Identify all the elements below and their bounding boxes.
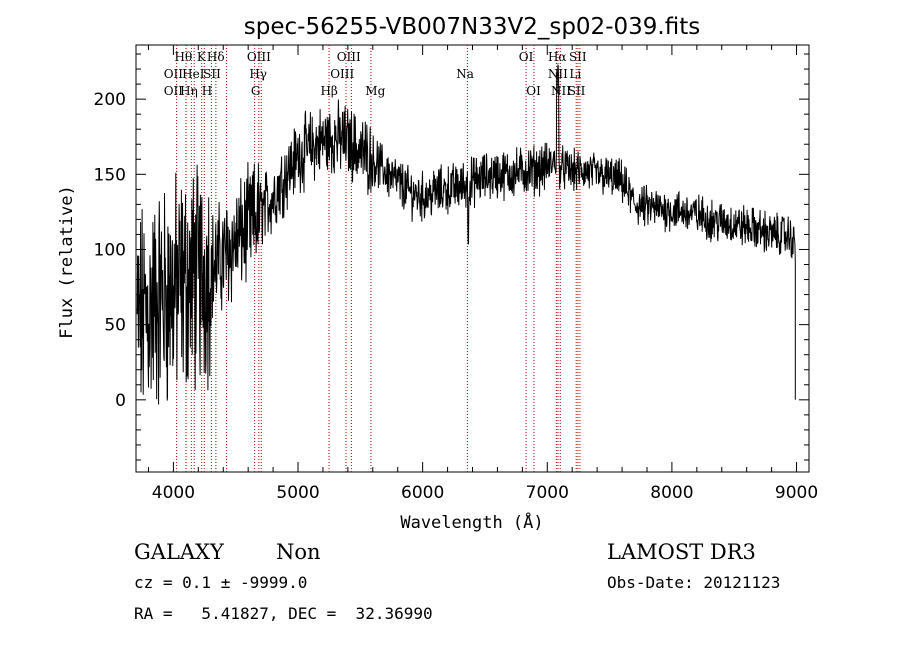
spectral-line-label: K xyxy=(197,50,207,64)
spectral-line-label: HeI xyxy=(182,67,205,81)
y-axis-label: Flux (relative) xyxy=(57,185,77,339)
chart-title: spec-56255-VB007N33V2_sp02-039.fits xyxy=(244,14,700,40)
y-tick-label: 0 xyxy=(115,391,126,411)
spectral-line-label: Li xyxy=(569,67,581,81)
x-tick-label: 7000 xyxy=(526,483,569,503)
y-tick-label: 50 xyxy=(104,316,126,336)
spectrum-line xyxy=(136,64,796,405)
spectral-line-label: Hα xyxy=(548,50,567,64)
survey-release: LAMOST DR3 xyxy=(607,540,756,564)
y-tick-label: 150 xyxy=(94,165,126,185)
x-tick-label: 9000 xyxy=(775,483,818,503)
spectral-line-label: Mg xyxy=(365,84,385,98)
obs-date: Obs-Date: 20121123 xyxy=(607,573,780,592)
x-tick-label: 4000 xyxy=(152,483,195,503)
spectral-line-label: OIII xyxy=(337,50,361,64)
spectral-line-label: SII xyxy=(203,67,221,81)
spectral-line-label: OII xyxy=(164,67,184,81)
x-tick-label: 5000 xyxy=(276,483,319,503)
y-tick-label: 200 xyxy=(94,90,126,110)
coordinates-readout: RA = 5.41827, DEC = 32.36990 xyxy=(134,604,433,623)
spectral-line-label: Hβ xyxy=(320,84,337,98)
spectrum-series xyxy=(136,64,796,405)
object-class: GALAXY xyxy=(134,540,225,564)
x-tick-label: 6000 xyxy=(401,483,444,503)
spectral-line-label: Na xyxy=(456,67,474,81)
spectral-line-label: G xyxy=(251,84,261,98)
object-subclass: Non xyxy=(276,540,321,564)
spectral-line-label: SII xyxy=(568,84,586,98)
spectral-line-label: Hη xyxy=(180,84,198,98)
spectral-line-label: OIII xyxy=(247,50,271,64)
y-tick-label: 100 xyxy=(94,240,126,260)
spectral-line-label: OIII xyxy=(330,67,354,81)
spectral-line-label: SII xyxy=(569,50,587,64)
spectral-line-label: OI xyxy=(526,84,541,98)
spectral-line-label: H xyxy=(202,84,212,98)
spectral-line-label: Hγ xyxy=(249,67,267,81)
spectral-line-label: Hδ xyxy=(207,50,225,64)
spectral-line-label: OI xyxy=(519,50,534,64)
y-axis-ticks: 0 50 100 150 200 xyxy=(94,53,809,461)
x-tick-label: 8000 xyxy=(650,483,693,503)
spectral-line-label: OII xyxy=(164,84,184,98)
spectral-line-label: NII xyxy=(551,84,571,98)
redshift-readout: cz = 0.1 ± -9999.0 xyxy=(134,573,307,592)
x-axis-label: Wavelength (Å) xyxy=(400,511,543,533)
spectral-line-label: Hθ xyxy=(175,50,193,64)
x-axis-ticks: 4000 5000 6000 7000 8000 9000 xyxy=(147,45,818,503)
